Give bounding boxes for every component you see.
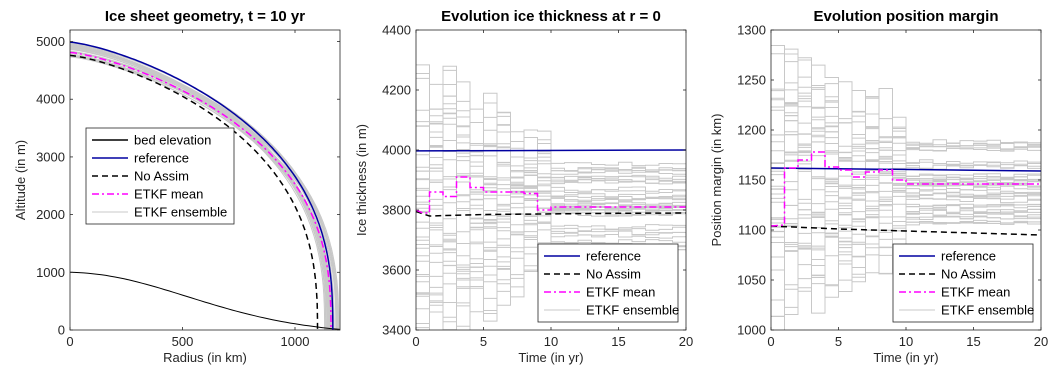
- y-tick-label: 1250: [737, 73, 766, 88]
- series-etkf-mean: [771, 151, 1041, 227]
- series-no-assim: [70, 54, 319, 330]
- legend-label: reference: [941, 249, 996, 264]
- ensemble-member: [70, 50, 326, 330]
- legend-label: ETKF mean: [941, 285, 1010, 300]
- y-axis-label: Position margin (in km): [709, 114, 724, 247]
- y-tick-label: 0: [58, 323, 65, 338]
- legend-box: [892, 243, 1034, 323]
- y-tick-label: 4000: [382, 143, 411, 158]
- ensemble-member: [416, 81, 686, 247]
- x-tick-label: 10: [899, 334, 913, 349]
- y-tick-label: 3800: [382, 203, 411, 218]
- legend: reference No Assim ETKF mean ETKF ensemble: [892, 243, 1034, 323]
- x-axis-label: Radius (in km): [163, 350, 247, 365]
- y-tick-label: 1150: [738, 173, 766, 188]
- legend-label: ETKF ensemble: [941, 303, 1034, 318]
- y-tick-label: 4000: [36, 92, 65, 107]
- y-tick-label: 4200: [382, 83, 411, 98]
- legend-label: No Assim: [586, 267, 641, 282]
- legend-label: No Assim: [941, 267, 996, 282]
- y-tick-label: 1200: [737, 123, 766, 138]
- y-tick-label: 5000: [36, 34, 65, 49]
- x-tick-label: 15: [611, 334, 625, 349]
- y-axis-label: Ice thickness (in m): [354, 124, 369, 236]
- y-tick-label: 3400: [382, 323, 411, 338]
- y-tick-label: 1000: [36, 265, 65, 280]
- x-tick-label: 1000: [281, 334, 310, 349]
- legend-label: No Assim: [134, 169, 189, 184]
- y-tick-label: 2000: [36, 207, 65, 222]
- series-bed-elevation: [70, 271, 340, 330]
- panel-3: 0 5 10 15 20 1000 1050 1100 1150 1200 1250 1300 Evol…: [709, 8, 1048, 365]
- ensemble-member: [771, 57, 1041, 235]
- y-tick-label: 1100: [738, 223, 766, 238]
- legend-box: [537, 243, 679, 323]
- legend: reference No Assim ETKF mean ETKF ensemble: [537, 243, 679, 323]
- y-tick-label: 1300: [737, 23, 766, 38]
- legend-label: reference: [586, 249, 641, 264]
- chart-title: Evolution ice thickness at r = 0: [441, 8, 661, 25]
- x-tick-label: 5: [480, 334, 487, 349]
- x-tick-label: 20: [679, 334, 693, 349]
- x-tick-label: 20: [1034, 334, 1048, 349]
- legend-label: ETKF mean: [586, 285, 655, 300]
- x-axis-label: Time (in yr): [518, 350, 583, 365]
- y-tick-label: 1000: [737, 323, 766, 338]
- panel-2: 0 5 10 15 20 3400 3600 3800 4000 4200 4400 Evolutio…: [354, 8, 693, 365]
- x-tick-label: 0: [66, 334, 73, 349]
- series-etkf-mean: [416, 176, 686, 214]
- y-tick-label: 4400: [382, 23, 411, 38]
- ensemble-member: [416, 95, 686, 260]
- y-tick-label: 1050: [737, 273, 766, 288]
- legend-label: reference: [134, 151, 189, 166]
- legend-box: [85, 127, 235, 225]
- legend-label: bed elevation: [134, 133, 211, 148]
- plot-area: [771, 45, 1041, 330]
- x-tick-label: 500: [172, 334, 194, 349]
- series-reference: [416, 149, 686, 152]
- series-reference: [771, 167, 1041, 172]
- x-tick-label: 0: [767, 334, 774, 349]
- legend-label: ETKF ensemble: [586, 303, 679, 318]
- ensemble-member: [416, 141, 686, 283]
- ensemble-member: [70, 46, 329, 330]
- x-tick-label: 10: [544, 334, 558, 349]
- x-tick-label: 5: [835, 334, 842, 349]
- ensemble-member: [416, 147, 686, 306]
- x-tick-label: 0: [412, 334, 419, 349]
- series-etkf-mean: [70, 51, 332, 330]
- y-tick-label: 3600: [382, 263, 411, 278]
- chart-title: Ice sheet geometry, t = 10 yr: [105, 8, 305, 25]
- plot-area: [70, 41, 340, 330]
- ensemble-member: [416, 125, 686, 323]
- panel-1: 0 500 1000 0 1000 2000 3000 4000 5000 Ice sheet g…: [13, 8, 341, 365]
- legend-label: ETKF ensemble: [134, 205, 227, 220]
- y-axis-label: Altitude (in m): [13, 140, 28, 220]
- series-reference: [70, 41, 334, 330]
- axes-frame: [69, 29, 341, 331]
- ensemble-member: [771, 122, 1041, 252]
- y-tick-label: 3000: [36, 149, 65, 164]
- x-axis-label: Time (in yr): [873, 350, 938, 365]
- ensemble-member: [70, 51, 339, 330]
- legend-label: ETKF mean: [134, 187, 203, 202]
- chart-title: Evolution position margin: [814, 8, 999, 25]
- x-tick-label: 15: [966, 334, 980, 349]
- legend: bed elevation reference No Assim ETKF mean E…: [85, 127, 235, 225]
- series-no-assim: [416, 210, 686, 217]
- series-no-assim: [771, 225, 1041, 236]
